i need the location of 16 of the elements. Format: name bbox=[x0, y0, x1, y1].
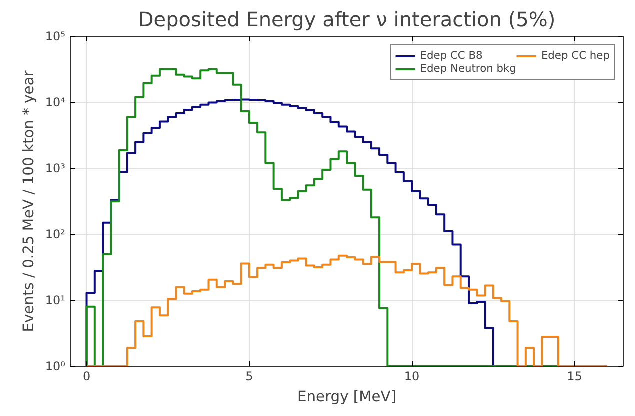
y-tick-label: 10⁰ bbox=[45, 360, 66, 374]
legend-label: Edep CC hep bbox=[541, 49, 610, 62]
y-tick-label: 10⁴ bbox=[45, 96, 66, 110]
y-axis-title: Events / 0.25 MeV / 100 kton * year bbox=[20, 70, 38, 332]
x-axis-title: Energy [MeV] bbox=[297, 388, 397, 406]
y-tick-label: 10² bbox=[45, 228, 66, 242]
x-tick-label: 0 bbox=[82, 370, 91, 384]
x-tick-label: 5 bbox=[246, 370, 254, 384]
legend-label: Edep Neutron bkg bbox=[420, 62, 516, 75]
y-tick-label: 10⁵ bbox=[45, 30, 66, 44]
y-tick-label: 10¹ bbox=[45, 294, 66, 308]
x-tick-label: 15 bbox=[567, 370, 582, 384]
y-tick-label: 10³ bbox=[45, 162, 66, 176]
x-tick-label: 10 bbox=[404, 370, 420, 384]
chart-title: Deposited Energy after ν interaction (5%) bbox=[138, 8, 556, 32]
legend-label: Edep CC B8 bbox=[420, 49, 483, 62]
